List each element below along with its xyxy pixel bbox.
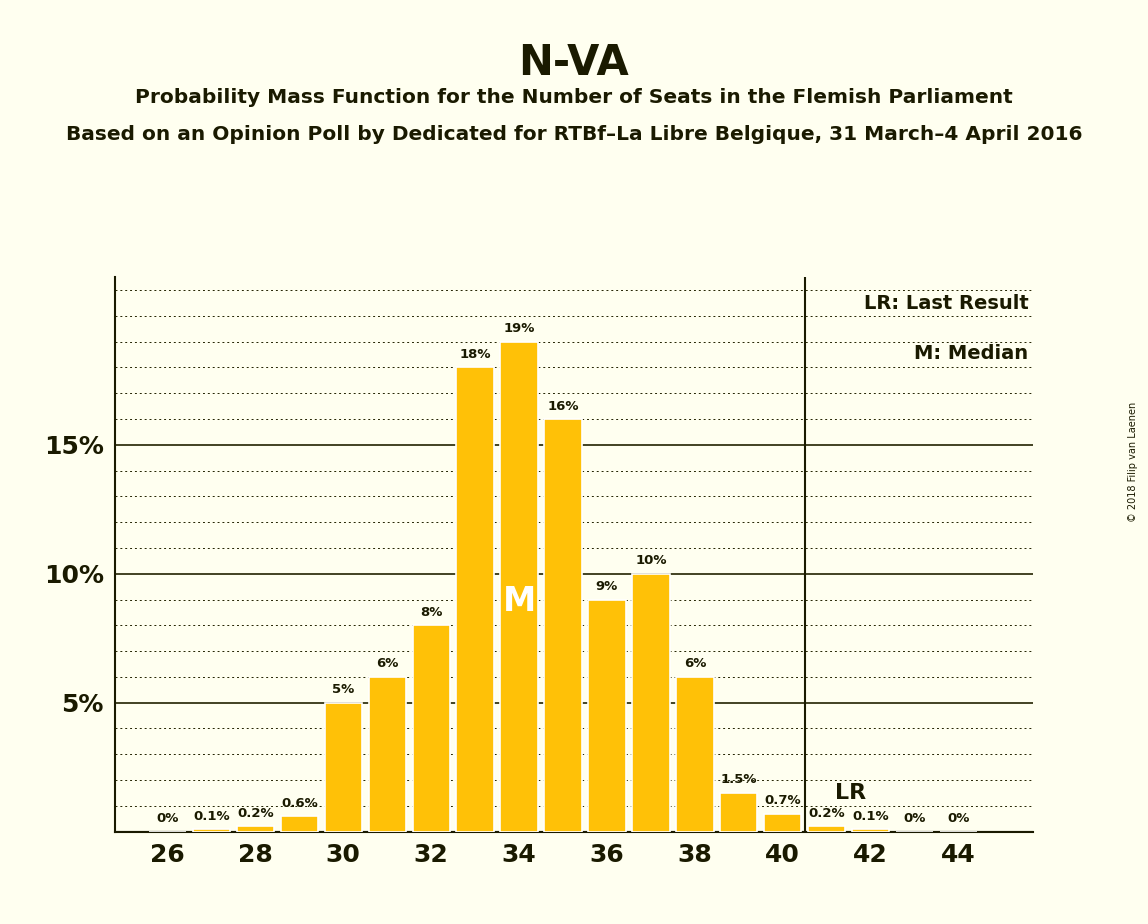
Text: 9%: 9% [596,580,618,593]
Text: M: Median: M: Median [915,344,1029,363]
Text: 19%: 19% [503,322,535,335]
Text: © 2018 Filip van Laenen: © 2018 Filip van Laenen [1128,402,1138,522]
Text: 0.2%: 0.2% [808,807,845,820]
Text: 0.1%: 0.1% [193,809,230,822]
Bar [544,419,582,832]
Text: 8%: 8% [420,606,442,619]
Text: 0.2%: 0.2% [238,807,273,820]
Bar [325,702,362,832]
Bar [280,816,318,832]
Bar [369,677,406,832]
Bar [720,793,758,832]
Text: 18%: 18% [459,348,491,361]
Text: 16%: 16% [548,399,579,413]
Bar [501,342,537,832]
Bar [236,826,274,832]
Bar [412,626,450,832]
Text: 0%: 0% [947,812,970,825]
Text: Based on an Opinion Poll by Dedicated for RTBf–La Libre Belgique, 31 March–4 Apr: Based on an Opinion Poll by Dedicated fo… [65,125,1083,144]
Text: LR: LR [836,783,867,803]
Text: 10%: 10% [635,554,667,567]
Text: 5%: 5% [332,683,355,696]
Bar [457,368,494,832]
Text: 0%: 0% [156,812,179,825]
Bar [676,677,714,832]
Bar [808,826,845,832]
Text: 0.1%: 0.1% [852,809,889,822]
Text: LR: Last Result: LR: Last Result [863,294,1029,313]
Bar [193,829,230,832]
Bar [633,574,669,832]
Bar [588,600,626,832]
Bar [765,813,801,832]
Text: N-VA: N-VA [519,42,629,83]
Text: 0.7%: 0.7% [765,794,801,807]
Text: 0.6%: 0.6% [281,796,318,809]
Text: 0%: 0% [903,812,925,825]
Text: 1.5%: 1.5% [721,773,757,786]
Text: 6%: 6% [377,658,398,671]
Text: Probability Mass Function for the Number of Seats in the Flemish Parliament: Probability Mass Function for the Number… [135,88,1013,107]
Text: M: M [503,585,536,618]
Bar [852,829,890,832]
Text: 6%: 6% [684,658,706,671]
